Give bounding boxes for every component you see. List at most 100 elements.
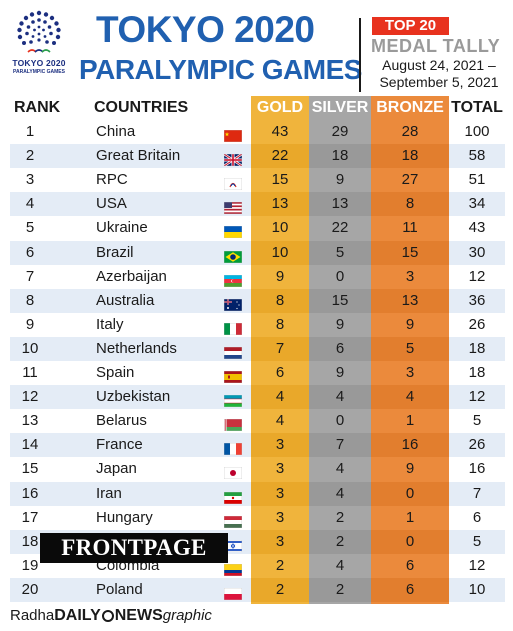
total-cell: 10 — [468, 580, 486, 598]
table-row: 14 France 3 7 16 26 — [10, 433, 505, 458]
italy-flag-icon — [223, 319, 243, 336]
gold-cell: 8 — [275, 291, 285, 309]
top-20-badge: TOP 20 — [372, 17, 449, 35]
bronze-cell: 5 — [405, 339, 415, 357]
total-cell: 7 — [472, 484, 482, 502]
table-row: 4 USA 13 13 8 34 — [10, 192, 505, 217]
total-cell: 100 — [464, 123, 490, 140]
country-cell: Japan — [96, 460, 137, 478]
silver-cell: 18 — [331, 147, 349, 165]
silver-cell: 7 — [335, 436, 345, 454]
hungary-flag-icon — [223, 512, 243, 528]
rank-cell: 14 — [21, 436, 39, 454]
france-flag-icon — [223, 439, 243, 456]
total-cell: 43 — [468, 219, 486, 237]
footer-prefix: Radha — [10, 607, 55, 624]
bronze-cell: 8 — [405, 195, 415, 213]
gold-cell: 2 — [275, 580, 285, 598]
rpc-flag-icon — [223, 174, 243, 191]
rank-cell: 9 — [25, 315, 35, 333]
china-flag-icon — [223, 126, 243, 143]
gold-cell: 4 — [275, 412, 285, 430]
total-cell: 58 — [468, 147, 486, 165]
gold-cell: 2 — [275, 556, 285, 574]
country-cell: China — [96, 123, 136, 140]
country-cell: Uzbekistan — [96, 388, 171, 406]
footer-credit: RadhaDAILY NEWSgraphic — [10, 606, 212, 626]
belarus-flag-icon — [223, 415, 243, 432]
gold-cell: 3 — [275, 460, 285, 478]
total-cell: 12 — [468, 267, 486, 285]
country-cell: Poland — [96, 580, 143, 598]
total-cell: 12 — [468, 556, 486, 574]
country-cell: Italy — [96, 315, 124, 333]
poland-flag-icon — [223, 584, 243, 601]
silver-cell: 22 — [331, 219, 349, 237]
country-cell: Brazil — [96, 243, 134, 261]
silver-cell: 2 — [335, 508, 345, 526]
azerbaijan-flag-icon — [223, 271, 243, 287]
page-subtitle: PARALYMPIC GAMES — [79, 54, 362, 85]
date-end: September 5, 2021 — [379, 74, 499, 90]
rank-cell: 4 — [25, 195, 35, 213]
bronze-cell: 1 — [405, 412, 415, 430]
gold-cell: 4 — [275, 388, 285, 406]
gold-cell: 22 — [271, 147, 289, 165]
header-countries: COUNTRIES — [94, 99, 189, 116]
bronze-cell: 28 — [401, 123, 419, 140]
rank-cell: 12 — [21, 388, 39, 406]
footer-daily: DAILY — [54, 607, 101, 624]
table-row: 1 China 43 29 28 100 — [10, 120, 505, 144]
total-cell: 30 — [468, 243, 486, 261]
gold-cell: 3 — [275, 508, 285, 526]
rank-cell: 13 — [21, 412, 39, 430]
bronze-cell: 1 — [405, 508, 415, 526]
total-cell: 6 — [472, 508, 482, 526]
table-row: 11 Spain 6 9 3 18 — [10, 361, 505, 385]
rank-cell: 15 — [21, 460, 39, 478]
uk-flag-icon — [223, 150, 243, 168]
medal-table: RANK COUNTRIES GOLD SILVER BRONZE TOTAL … — [10, 96, 505, 604]
date-start: August 24, 2021 – — [382, 57, 496, 73]
bronze-cell: 13 — [401, 291, 419, 309]
header-rank: RANK — [14, 99, 61, 116]
bronze-cell: 15 — [401, 243, 419, 261]
rank-cell: 8 — [25, 291, 35, 309]
country-cell: Australia — [96, 291, 155, 309]
silver-cell: 9 — [335, 171, 345, 189]
rank-cell: 19 — [21, 556, 39, 574]
silver-cell: 5 — [335, 243, 345, 261]
uzbekistan-flag-icon — [223, 391, 243, 408]
gold-cell: 13 — [271, 195, 289, 213]
silver-cell: 0 — [335, 412, 345, 430]
header-gold: GOLD — [256, 99, 304, 116]
rank-cell: 11 — [22, 364, 38, 381]
rank-cell: 3 — [25, 171, 35, 189]
gold-cell: 8 — [275, 315, 285, 333]
gold-cell: 15 — [271, 171, 289, 189]
header: TOKYO 2020 PARALYMPIC GAMES TOKYO 2020 P… — [0, 0, 513, 96]
country-cell: Great Britain — [96, 147, 181, 165]
country-cell: Ukraine — [96, 219, 148, 237]
rank-cell: 17 — [21, 508, 39, 526]
rank-cell: 10 — [21, 339, 39, 357]
gold-cell: 9 — [275, 267, 285, 285]
divider — [359, 18, 361, 92]
silver-cell: 29 — [331, 123, 349, 140]
header-total: TOTAL — [451, 99, 503, 116]
paralympic-logo: TOKYO 2020 PARALYMPIC GAMES — [8, 8, 70, 82]
silver-cell: 4 — [335, 484, 345, 502]
total-cell: 34 — [468, 195, 486, 213]
logo-text: TOKYO 2020 — [12, 58, 66, 68]
silver-cell: 2 — [335, 532, 345, 550]
footer-globe-icon — [101, 610, 114, 622]
gold-cell: 6 — [275, 364, 285, 381]
silver-cell: 4 — [335, 388, 345, 406]
gold-cell: 3 — [275, 532, 285, 550]
paralympic-emblem-icon — [17, 10, 61, 53]
silver-cell: 15 — [331, 291, 349, 309]
header-bronze: BRONZE — [376, 99, 444, 116]
bronze-cell: 6 — [405, 556, 415, 574]
table-row: 5 Ukraine 10 22 11 43 — [10, 216, 505, 240]
country-cell: USA — [96, 195, 127, 213]
